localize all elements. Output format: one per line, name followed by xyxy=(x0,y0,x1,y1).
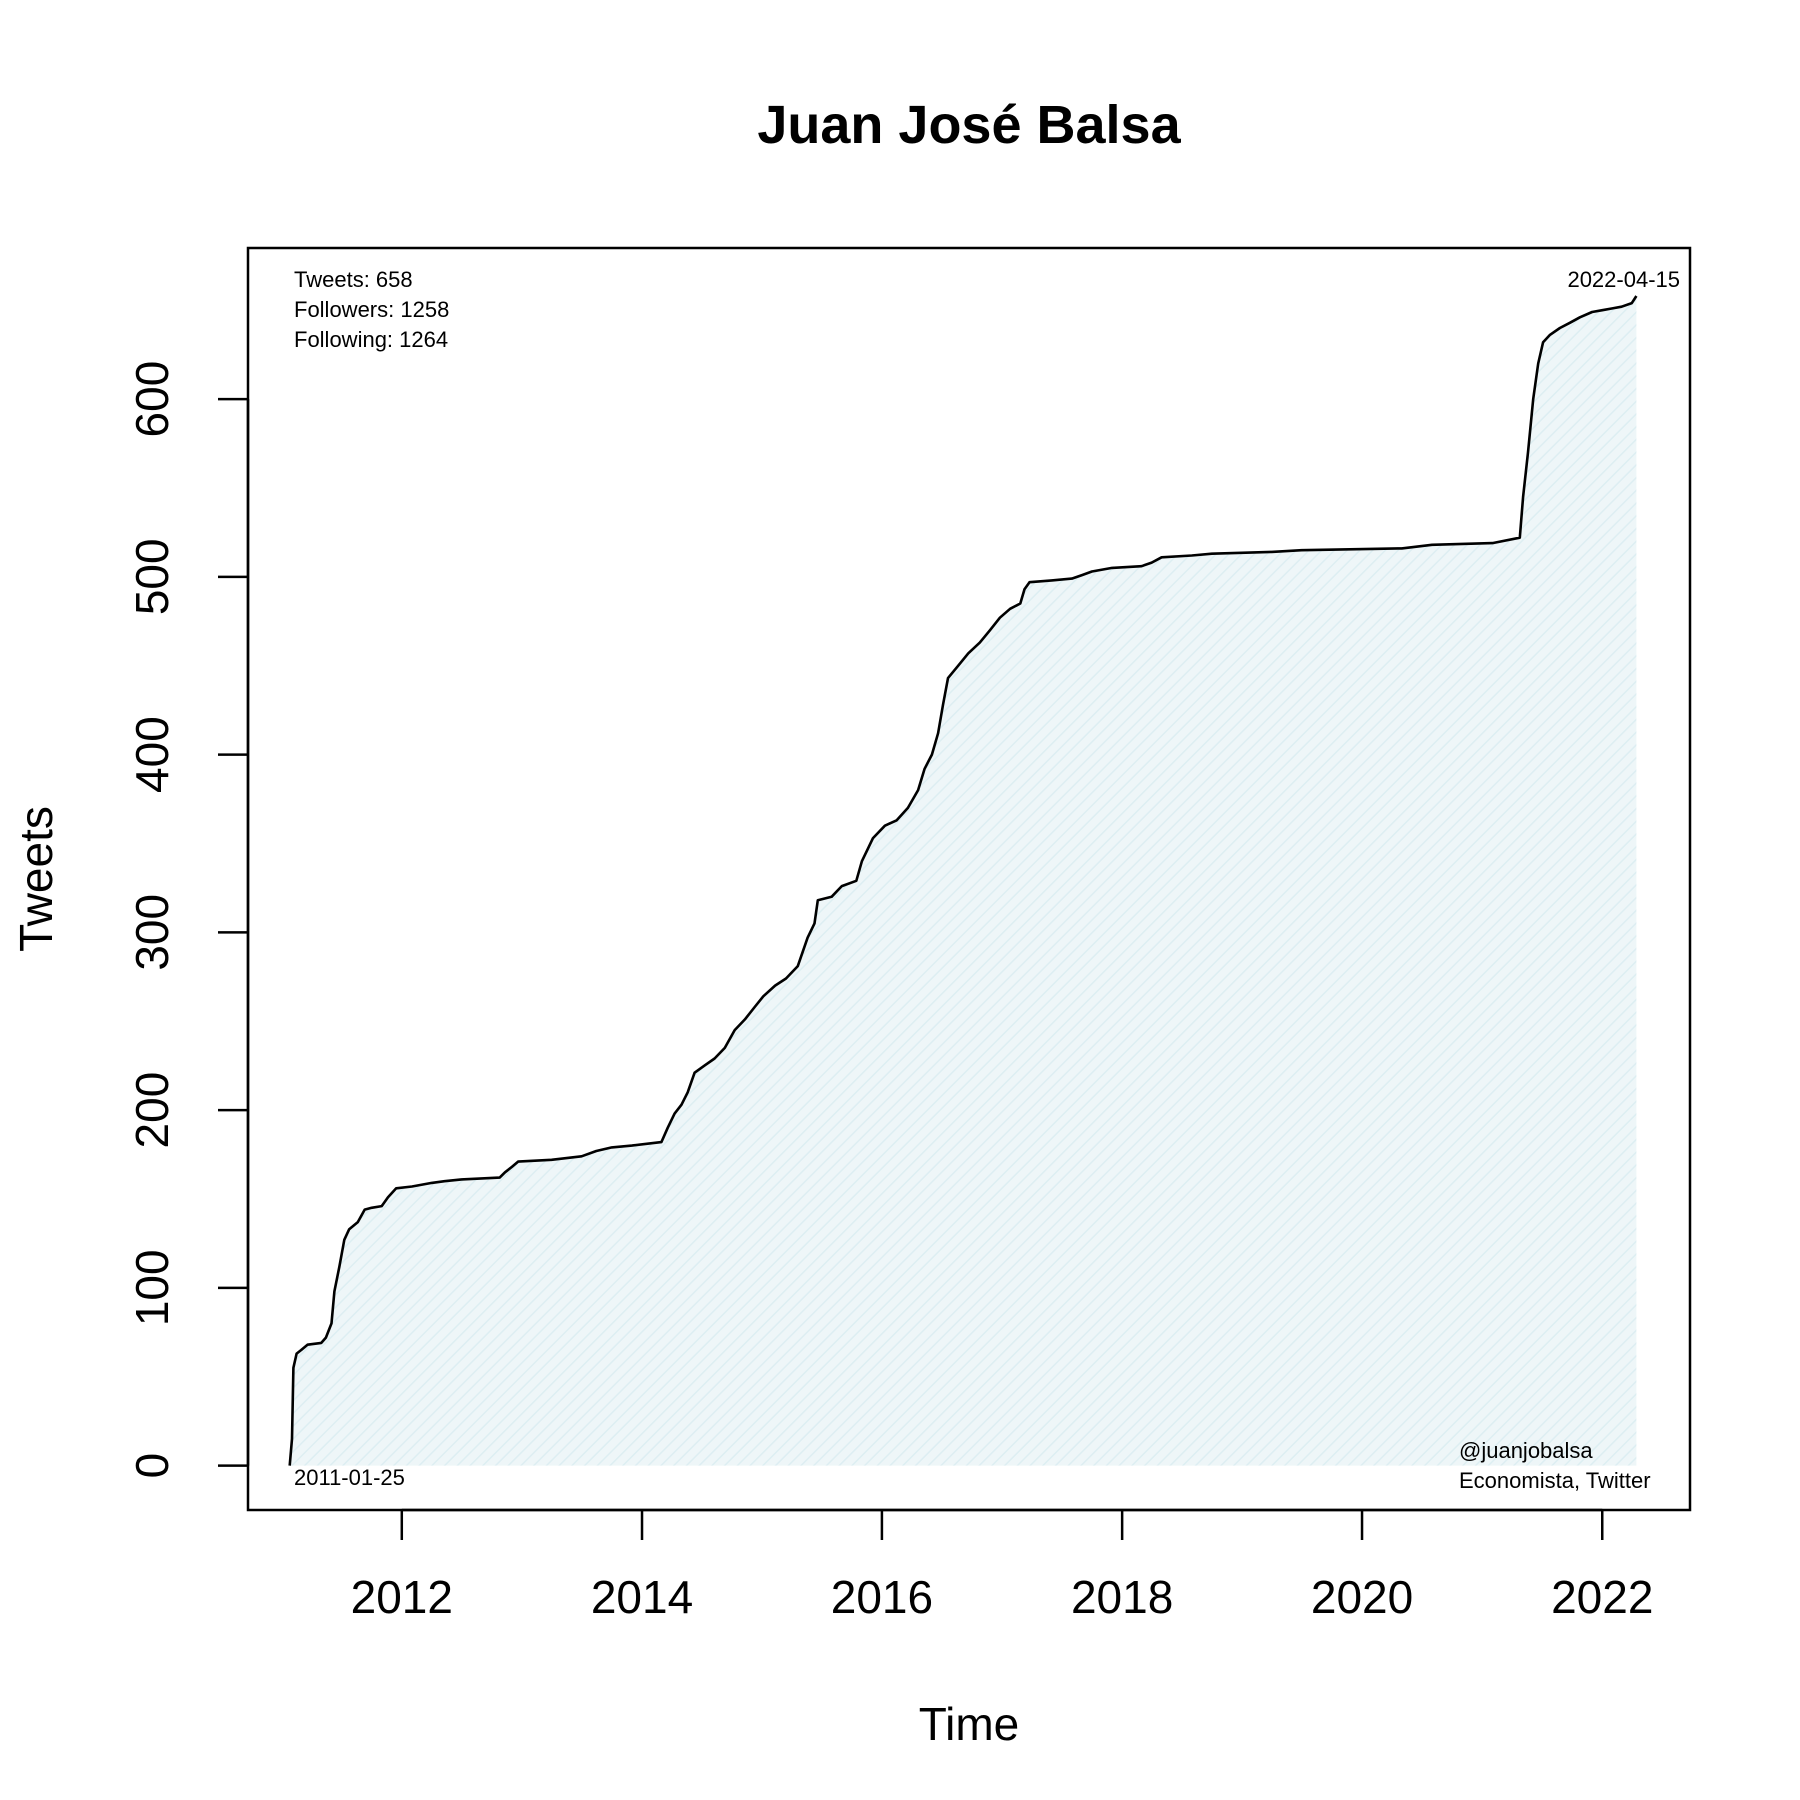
y-tick-label: 100 xyxy=(126,1249,178,1326)
y-tick-label: 600 xyxy=(126,361,178,438)
account-info: @juanjobalsa Economista, Twitter xyxy=(1459,1438,1651,1493)
account-stats: Tweets: 658 Followers: 1258 Following: 1… xyxy=(294,267,449,352)
x-tick-label: 2022 xyxy=(1551,1571,1653,1623)
x-axis-title: Time xyxy=(919,1698,1020,1750)
tweets-area-fill xyxy=(289,296,1637,1466)
x-axis: 2012 2014 2016 2018 2020 2022 xyxy=(351,1508,1653,1623)
x-tick-label: 2012 xyxy=(351,1571,453,1623)
chart-title: Juan José Balsa xyxy=(757,95,1181,155)
end-date-label: 2022-04-15 xyxy=(1567,267,1680,292)
tweets-count: Tweets: 658 xyxy=(294,267,413,292)
x-tick-label: 2020 xyxy=(1311,1571,1413,1623)
following-count: Following: 1264 xyxy=(294,327,448,352)
y-tick-label: 300 xyxy=(126,894,178,971)
x-tick-label: 2014 xyxy=(591,1571,693,1623)
x-tick-label: 2018 xyxy=(1071,1571,1173,1623)
y-axis-title: Tweets xyxy=(10,806,62,952)
tweets-series-line xyxy=(288,295,1638,1466)
y-tick-label: 500 xyxy=(126,538,178,615)
account-description: Economista, Twitter xyxy=(1459,1468,1651,1493)
plot-area xyxy=(288,295,1638,1466)
start-date-label: 2011-01-25 xyxy=(294,1465,405,1490)
y-tick-label: 0 xyxy=(126,1453,178,1479)
y-tick-label: 400 xyxy=(126,716,178,793)
account-handle: @juanjobalsa xyxy=(1459,1438,1593,1463)
x-tick-label: 2016 xyxy=(831,1571,933,1623)
y-axis: 0 100 200 300 400 500 600 xyxy=(126,361,250,1479)
y-tick-label: 200 xyxy=(126,1072,178,1149)
followers-count: Followers: 1258 xyxy=(294,297,449,322)
